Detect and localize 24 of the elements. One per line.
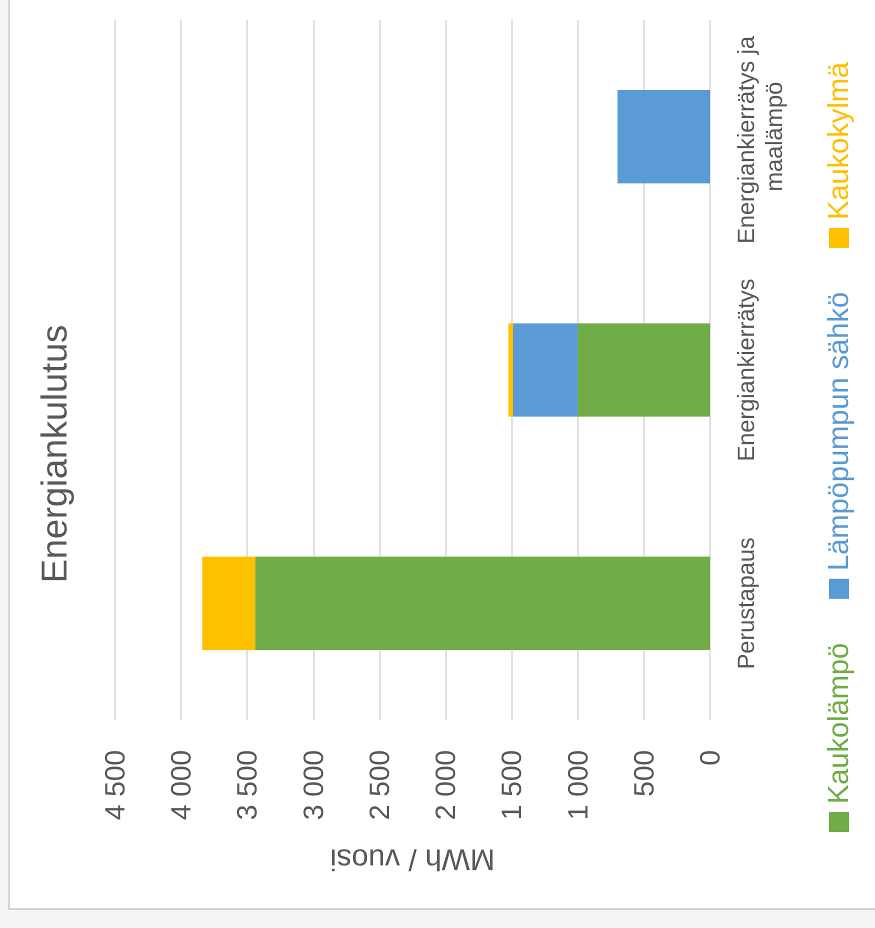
y-tick-label: Perustapaus — [733, 537, 759, 670]
x-tick-label: 3 000 — [298, 750, 329, 820]
bar — [255, 556, 710, 650]
bar — [617, 90, 710, 184]
x-tick-label: 1 000 — [562, 750, 594, 820]
x-tick-label: 1 500 — [496, 750, 528, 820]
text: Kaukolämpö — [823, 642, 855, 804]
y-tick-label: Energiankierrätys — [733, 278, 759, 462]
bar — [578, 323, 710, 417]
x-tick-label: 4 000 — [166, 750, 197, 820]
text: Lämpöpumpun sähkö — [823, 292, 855, 571]
text: Kaukokylmä — [823, 61, 855, 220]
bar — [508, 323, 513, 417]
bar — [512, 323, 578, 417]
x-tick-label: 3 500 — [232, 750, 263, 820]
text: Energiankulutus — [34, 324, 74, 584]
x-tick-label: 2 000 — [430, 750, 462, 820]
x-tick-label: 0 — [694, 750, 726, 766]
x-tick-label: 500 — [628, 750, 660, 797]
bar — [202, 556, 256, 650]
y-tick-label: Energiankierrätys ja maalämpö — [733, 30, 787, 244]
x-tick-label: 2 500 — [364, 750, 395, 820]
x-axis-title: MWh / vuosi — [330, 842, 496, 876]
x-tick-label: 4 500 — [100, 750, 130, 820]
